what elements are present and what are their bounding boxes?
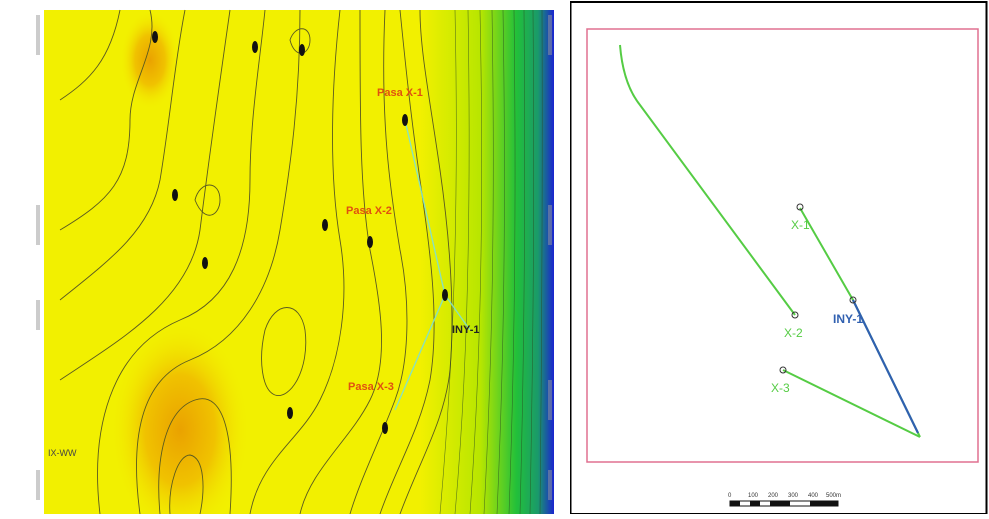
well-dot <box>172 189 178 201</box>
well-dot <box>367 236 373 248</box>
well-label-pasa-x1: Pasa X-1 <box>377 87 423 99</box>
scale-tick: 500m <box>826 493 841 499</box>
well-dot <box>152 31 158 43</box>
well-labels: Pasa X-1 Pasa X-2 Pasa X-3 INY-1 <box>346 87 480 393</box>
well-label-iny1: INY-1 <box>833 312 863 326</box>
scale-tick: 100 <box>748 493 759 499</box>
well-symbol-x1 <box>796 203 804 211</box>
contour-lines <box>59 9 453 515</box>
scale-tick: 300 <box>788 493 799 499</box>
well-path-lines <box>394 119 471 411</box>
well-dot <box>287 407 293 419</box>
well-dot <box>402 114 408 126</box>
trajectory-x2 <box>619 44 796 316</box>
well-label-pasa-x2: Pasa X-2 <box>346 205 392 217</box>
well-dot <box>299 44 305 56</box>
well-label-pasa-x3: Pasa X-3 <box>348 381 394 393</box>
well-symbol-x2 <box>791 311 799 319</box>
well-dot <box>252 41 258 53</box>
scale-tick: 400 <box>808 493 819 499</box>
well-label-x1: X-1 <box>791 218 810 232</box>
well-dot <box>202 257 208 269</box>
scale-bar: 0 100 200 300 400 500m <box>728 493 841 507</box>
well-dot <box>322 219 328 231</box>
well-label-x2: X-2 <box>784 326 803 340</box>
scale-tick: 200 <box>768 493 779 499</box>
well-label-x3: X-3 <box>771 381 790 395</box>
well-symbols <box>779 203 857 374</box>
scale-tick: 0 <box>728 493 732 499</box>
outer-frame <box>569 1 988 515</box>
well-dot <box>382 422 388 434</box>
plan-frame <box>586 28 979 463</box>
trajectory-x3 <box>782 369 921 438</box>
well-label-iny1: INY-1 <box>452 324 480 336</box>
scale-bar-ticks: 0 100 200 300 400 500m <box>728 493 841 499</box>
well-symbol-x3 <box>779 366 787 374</box>
well-plan-panel: X-1 X-2 X-3 INY-1 0 100 200 300 400 500m <box>569 0 989 515</box>
contour-map-panel: Pasa X-1 Pasa X-2 Pasa X-3 INY-1 IX-WW <box>36 9 554 519</box>
well-plan-labels: X-1 X-2 X-3 INY-1 <box>771 218 863 395</box>
well-symbol-iny1 <box>849 296 857 304</box>
east-contours <box>439 9 543 515</box>
axis-ticks <box>36 15 552 500</box>
well-markers <box>152 31 448 434</box>
south-basin <box>110 320 250 519</box>
east-slope <box>420 10 554 514</box>
edge-label: IX-WW <box>48 448 77 458</box>
north-basin <box>120 10 180 110</box>
trajectory-iny1 <box>852 299 919 434</box>
well-dot <box>442 289 448 301</box>
contour-map: Pasa X-1 Pasa X-2 Pasa X-3 INY-1 IX-WW <box>36 9 554 519</box>
well-plan: X-1 X-2 X-3 INY-1 0 100 200 300 400 500m <box>569 1 988 515</box>
